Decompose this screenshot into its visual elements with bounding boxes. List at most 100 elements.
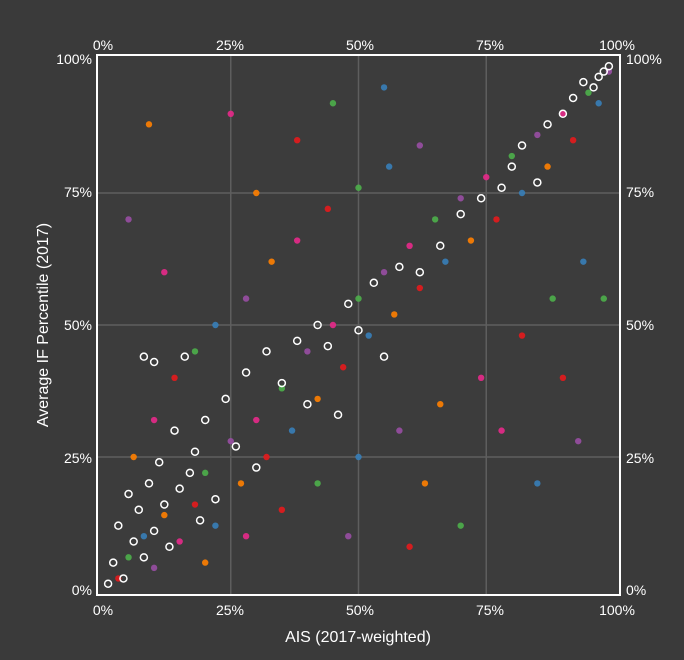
- highlight-point: [139, 553, 149, 562]
- data-point: [575, 437, 582, 445]
- x-tick-top: 0%: [93, 37, 113, 53]
- x-tick-top: 75%: [476, 37, 504, 53]
- x-tick-bottom: 25%: [216, 602, 244, 618]
- data-point: [457, 195, 464, 202]
- data-point: [329, 321, 337, 329]
- y-axis-ticks-right: 0% 25% 50% 75% 100%: [626, 51, 662, 598]
- data-point: [396, 427, 403, 434]
- highlight-point: [568, 93, 578, 103]
- data-point: [493, 216, 500, 223]
- data-point: [145, 121, 153, 128]
- highlight-point: [599, 67, 609, 76]
- data-point: [171, 374, 178, 381]
- data-point: [580, 258, 587, 265]
- highlight-point: [108, 558, 118, 567]
- highlight-point: [252, 463, 261, 472]
- highlight-point: [292, 336, 302, 346]
- highlight-point: [543, 120, 552, 129]
- data-point: [237, 480, 245, 487]
- data-point: [191, 501, 199, 508]
- highlight-point: [144, 479, 154, 488]
- data-point: [569, 137, 577, 144]
- data-point: [125, 216, 132, 223]
- data-point: [600, 295, 607, 302]
- highlight-point: [165, 542, 174, 552]
- data-point: [498, 427, 505, 434]
- data-point: [355, 184, 362, 191]
- data-point: [559, 374, 567, 381]
- highlight-point: [456, 209, 465, 219]
- highlight-point: [262, 347, 271, 356]
- x-tick-bottom: 50%: [346, 602, 374, 618]
- highlight-point: [134, 505, 144, 515]
- highlight-point: [241, 368, 251, 377]
- highlight-point: [195, 516, 205, 525]
- data-point: [253, 189, 260, 197]
- highlight-point: [149, 526, 159, 536]
- data-point: [212, 522, 219, 529]
- y-tick-left: 50%: [64, 317, 92, 333]
- highlight-point: [154, 458, 164, 467]
- y-tick-right: 25%: [626, 450, 654, 466]
- data-point: [253, 416, 260, 424]
- data-point: [365, 332, 372, 339]
- highlight-point: [175, 484, 184, 493]
- data-point: [339, 364, 347, 371]
- data-point: [549, 295, 556, 302]
- highlight-point: [114, 521, 123, 530]
- data-point: [406, 543, 413, 550]
- data-point: [437, 401, 444, 408]
- data-point: [161, 511, 168, 519]
- data-point: [314, 395, 321, 403]
- data-point: [304, 348, 311, 355]
- data-point: [483, 173, 490, 181]
- data-point: [431, 216, 439, 223]
- highlight-point: [604, 62, 614, 71]
- highlight-point: [333, 410, 343, 420]
- highlight-point: [379, 352, 389, 361]
- highlight-point: [344, 299, 353, 309]
- data-point: [293, 137, 301, 144]
- data-point: [130, 453, 137, 461]
- data-point: [202, 469, 209, 477]
- gridlines: [97, 55, 620, 595]
- highlight-point: [277, 378, 287, 388]
- highlight-point: [354, 326, 363, 335]
- data-point: [140, 533, 148, 540]
- highlight-point: [211, 494, 220, 504]
- y-tick-left: 25%: [64, 450, 92, 466]
- highlight-point: [415, 267, 425, 277]
- highlight-point: [231, 442, 241, 451]
- highlight-point: [185, 468, 195, 478]
- data-point: [202, 559, 209, 566]
- data-point: [385, 163, 393, 170]
- data-point: [268, 258, 275, 265]
- data-point: [559, 110, 567, 118]
- data-point: [534, 480, 541, 487]
- highlight-point: [517, 141, 527, 150]
- data-point: [329, 100, 337, 107]
- highlight-point: [313, 320, 322, 330]
- y-axis-ticks-left: 0% 25% 50% 75% 100%: [56, 51, 92, 598]
- highlight-point: [594, 72, 603, 82]
- data-point: [227, 437, 234, 445]
- x-tick-top: 50%: [346, 37, 374, 53]
- highlight-point: [589, 83, 598, 92]
- data-point: [242, 295, 250, 302]
- data-point: [406, 242, 413, 249]
- highlight-point: [558, 109, 568, 119]
- data-point: [534, 131, 541, 139]
- y-tick-left: 75%: [64, 184, 92, 200]
- data-point: [380, 269, 388, 276]
- highlight-point: [119, 574, 128, 583]
- x-tick-bottom: 75%: [476, 602, 504, 618]
- highlight-point: [221, 394, 230, 404]
- data-point: [416, 284, 424, 292]
- data-point: [416, 142, 424, 149]
- data-point: [150, 564, 158, 572]
- data-point: [191, 348, 199, 355]
- data-point: [391, 311, 398, 318]
- highlight-point: [303, 399, 312, 409]
- highlight-point: [139, 352, 149, 361]
- y-axis-label: Average IF Percentile (2017): [35, 223, 52, 427]
